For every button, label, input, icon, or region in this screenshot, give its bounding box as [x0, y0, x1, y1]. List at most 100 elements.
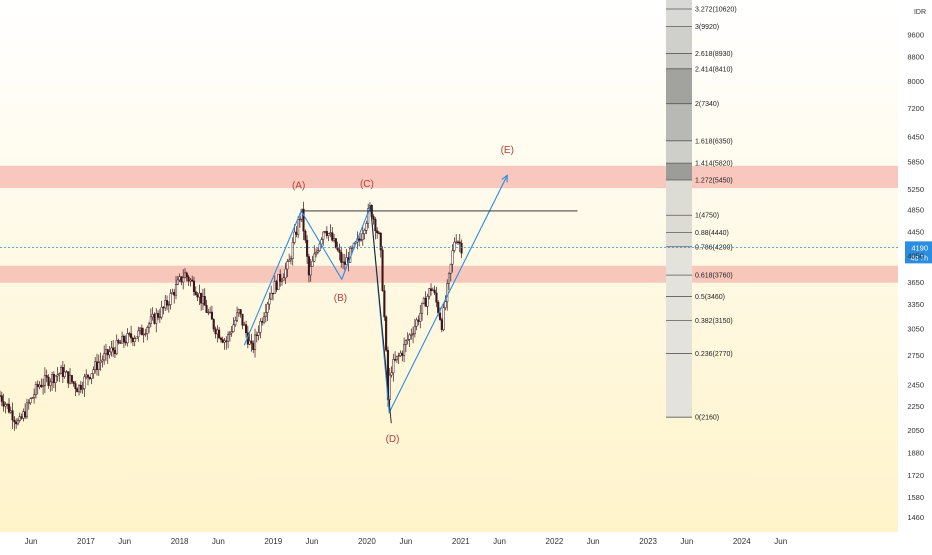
- candle-body: [282, 277, 285, 281]
- candle-body: [104, 349, 108, 354]
- candle-body: [42, 385, 45, 388]
- fib-band: [666, 296, 692, 321]
- candle-body: [286, 261, 289, 270]
- candle-body: [252, 342, 255, 350]
- wave-label: (A): [292, 181, 305, 192]
- x-tick-label: 2018: [171, 537, 189, 546]
- candle-body: [196, 294, 199, 298]
- candle-body: [51, 374, 54, 383]
- candle-body: [358, 238, 361, 241]
- fib-band: [666, 179, 692, 216]
- candle-body: [234, 320, 237, 326]
- candle-body: [209, 311, 212, 314]
- wave-label: (D): [386, 434, 400, 445]
- price-badge-value: 4190: [911, 243, 928, 252]
- candle-body: [324, 231, 327, 233]
- y-tick-label: 9600: [907, 30, 924, 39]
- candle-body: [230, 331, 233, 334]
- candle-body: [419, 313, 422, 322]
- candle-body: [214, 328, 217, 335]
- candle-body: [33, 394, 36, 398]
- candle-body: [85, 374, 88, 378]
- candle-body: [372, 216, 375, 220]
- fib-band: [666, 9, 692, 27]
- fib-level-label: 0.5(3460): [695, 294, 725, 301]
- candle-body: [424, 298, 427, 307]
- candle-body: [76, 388, 79, 393]
- candle-body: [45, 375, 48, 378]
- candle-body: [194, 291, 197, 295]
- wave-trendline[interactable]: [370, 206, 392, 424]
- candle-body: [404, 340, 407, 345]
- candle-body: [236, 312, 239, 321]
- candle-body: [271, 292, 275, 295]
- candle-body: [279, 274, 282, 282]
- time-axis-background[interactable]: [0, 532, 932, 550]
- candle-body: [113, 350, 116, 355]
- y-tick-label: 2450: [907, 380, 924, 389]
- candle-body: [221, 339, 224, 343]
- candle-body: [95, 361, 99, 370]
- candle-body: [151, 314, 154, 318]
- candle-body: [232, 324, 235, 332]
- candle-body: [359, 239, 363, 241]
- candle-body: [422, 298, 425, 304]
- wave-trendline[interactable]: [243, 175, 508, 415]
- candle-body: [79, 384, 82, 390]
- candle-body: [437, 301, 440, 314]
- candle-body: [27, 402, 30, 404]
- fib-level-label: 1.618(6350): [695, 138, 733, 145]
- y-tick-label: 2250: [907, 402, 924, 411]
- fib-band: [666, 163, 692, 180]
- zone-band[interactable]: [0, 165, 898, 189]
- candle-body: [302, 208, 305, 232]
- candle-body: [9, 410, 12, 413]
- candle-body: [338, 249, 341, 253]
- candle-body: [148, 323, 151, 328]
- x-tick-label: Jun: [493, 537, 506, 546]
- x-tick-label: 2019: [264, 537, 282, 546]
- candle-body: [381, 249, 384, 291]
- candle-body: [130, 333, 133, 339]
- candle-body: [162, 306, 165, 309]
- y-tick-label: 5250: [907, 185, 924, 194]
- candle-body: [137, 330, 140, 338]
- candle-body: [237, 309, 240, 314]
- candle-body: [429, 288, 433, 291]
- fib-level-label: 2(7340): [695, 101, 719, 108]
- candle-body: [333, 238, 336, 241]
- candle-body: [11, 410, 14, 421]
- candle-body: [403, 344, 406, 356]
- fib-band: [666, 232, 692, 247]
- price-axis-background[interactable]: [898, 0, 932, 532]
- price-badge[interactable]: [905, 241, 932, 264]
- candle-body: [253, 334, 257, 350]
- fib-band: [666, 275, 692, 297]
- candle-body: [146, 327, 149, 334]
- candle-body: [103, 353, 106, 361]
- candle-body: [40, 384, 43, 388]
- candle-body: [426, 296, 429, 307]
- candle-body: [376, 230, 379, 234]
- candle-body: [173, 291, 176, 296]
- candle-body: [29, 398, 32, 404]
- candle-body: [97, 362, 100, 370]
- candle-body: [257, 332, 260, 336]
- candle-body: [16, 420, 20, 425]
- candle-body: [329, 232, 332, 234]
- candle-body: [34, 384, 37, 395]
- candle-body: [447, 273, 451, 284]
- candle-body: [171, 291, 174, 294]
- y-tick-label: 3350: [907, 300, 924, 309]
- candle-body: [139, 327, 142, 332]
- candle-body: [340, 252, 343, 263]
- x-tick-label: Jun: [399, 537, 412, 546]
- wave-arrowhead: [501, 174, 508, 183]
- wave-label: (B): [334, 293, 347, 304]
- fib-level-label: 3(9920): [695, 24, 719, 31]
- y-tick-label: 3050: [907, 324, 924, 333]
- candle-body: [192, 280, 196, 293]
- candle-body: [383, 290, 386, 318]
